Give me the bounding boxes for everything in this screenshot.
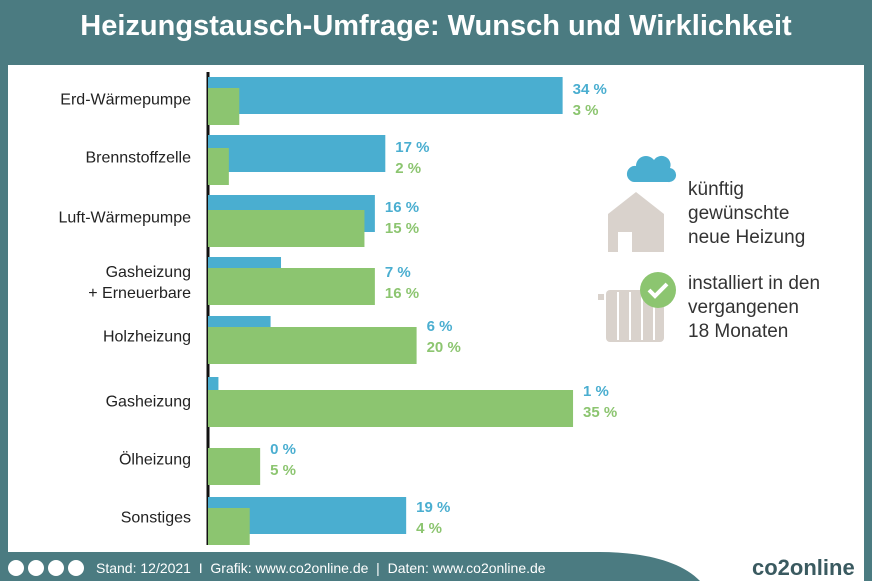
- value-label: 16 %: [385, 199, 419, 216]
- bar: [208, 390, 574, 427]
- legend-icon-installed: [598, 272, 676, 342]
- bar: [208, 268, 375, 305]
- category-label: Luft-Wärmepumpe: [58, 209, 192, 227]
- value-label: 2 %: [395, 160, 421, 177]
- footer-source: Stand: 12/2021 I Grafik: www.co2online.d…: [96, 560, 546, 576]
- bar: [208, 88, 240, 125]
- value-label: 16 %: [385, 285, 419, 302]
- category-label: Holzheizung: [102, 328, 191, 346]
- category-label: Brennstoffzelle: [85, 149, 191, 167]
- legend-icon-wish: [608, 155, 677, 252]
- category-label: Gasheizung + Erneuerbare: [88, 264, 191, 302]
- bar: [208, 148, 229, 185]
- bar: [208, 210, 365, 247]
- bar: [208, 508, 250, 545]
- value-label: 20 %: [427, 339, 461, 356]
- value-label: 7 %: [385, 264, 411, 281]
- license-icons: [8, 560, 84, 576]
- value-label: 0 %: [270, 441, 296, 458]
- category-label: Ölheizung: [118, 451, 191, 469]
- value-label: 3 %: [573, 102, 599, 119]
- value-label: 6 %: [427, 318, 453, 335]
- value-label: 34 %: [573, 81, 607, 98]
- value-label: 35 %: [583, 404, 617, 421]
- value-label: 15 %: [385, 220, 419, 237]
- value-label: 17 %: [395, 139, 429, 156]
- category-label: Gasheizung: [105, 393, 191, 411]
- value-label: 5 %: [270, 462, 296, 479]
- chart-title: Heizungstausch-Umfrage: Wunsch und Wirkl…: [80, 10, 792, 42]
- legend-entry: künftig gewünschte neue Heizung: [688, 179, 806, 248]
- value-label: 4 %: [416, 520, 442, 537]
- category-label: Erd-Wärmepumpe: [60, 91, 191, 109]
- footer-shape: [600, 552, 864, 581]
- legend-entry: installiert in den vergangenen 18 Monate…: [688, 273, 821, 342]
- bar: [208, 77, 563, 114]
- panel: [8, 65, 864, 552]
- value-label: 19 %: [416, 499, 450, 516]
- bar: [208, 327, 417, 364]
- bar: [208, 448, 261, 485]
- logo: co2online: [752, 555, 855, 580]
- category-label: Sonstiges: [120, 509, 191, 527]
- value-label: 1 %: [583, 383, 609, 400]
- bar: [208, 135, 386, 172]
